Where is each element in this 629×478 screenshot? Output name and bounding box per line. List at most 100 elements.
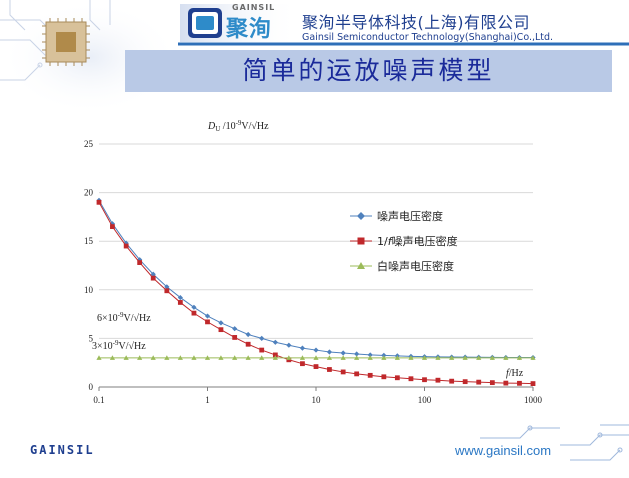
x-tick-label-10: 10: [312, 395, 322, 405]
series-2-point-23: [408, 355, 414, 360]
x-tick-label-1: 1: [205, 395, 210, 405]
y-tick-label-5: 5: [89, 333, 94, 343]
series-2: [96, 355, 536, 360]
x-tick-label-0.1: 0.1: [93, 395, 104, 405]
series-1-point-23: [408, 376, 414, 382]
series-2-point-9: [218, 355, 224, 360]
series-0-point-8: [204, 313, 211, 319]
legend-item-total: 噪声电压密度: [350, 209, 443, 223]
series-1-point-32: [530, 381, 536, 386]
y-tick-label-25: 25: [84, 139, 94, 149]
y-axis-label: DU /10-9V/√Hz: [207, 119, 269, 133]
series-2-point-21: [381, 355, 387, 360]
annotation-6nv-pre: 6×10: [97, 313, 118, 324]
series-1-point-22: [394, 375, 400, 381]
x-axis-label-italic: f: [506, 368, 510, 379]
series-0-point-11: [245, 331, 251, 338]
annotation-3nv: 3×10-9V/√Hz: [92, 339, 146, 352]
legend-item-flicker: 1/f噪声电压密度: [350, 234, 458, 248]
series-1-point-9: [218, 327, 224, 333]
series-2-point-3: [137, 355, 143, 360]
series-1-point-29: [489, 380, 495, 386]
series-2-point-22: [394, 355, 400, 360]
series-2-point-32: [530, 355, 536, 360]
series-1-point-31: [517, 380, 522, 386]
series-1-point-13: [272, 352, 278, 358]
series-0-point-3: [137, 257, 143, 263]
y-tick-label-20: 20: [84, 188, 94, 198]
series-2-point-13: [272, 355, 278, 360]
series-2-point-30: [503, 355, 509, 360]
series-1-point-6: [177, 300, 183, 305]
chart-axes: [98, 386, 534, 391]
series-0-point-6: [177, 294, 183, 301]
series-1-point-7: [191, 310, 197, 316]
series-0-point-7: [191, 304, 197, 310]
series-1-point-3: [137, 260, 143, 265]
series-2-point-29: [489, 355, 495, 360]
footer-circuit-decoration: [480, 424, 629, 461]
series-2-point-24: [421, 355, 428, 360]
series-0-point-15: [299, 345, 306, 351]
series-1-point-28: [476, 379, 482, 385]
series-1-point-12: [259, 347, 265, 353]
series-0-point-10: [232, 326, 238, 332]
series-2-point-1: [109, 355, 116, 360]
logo-text-en: GAINSIL: [232, 3, 276, 12]
legend-label-flicker: 1/f噪声电压密度: [377, 234, 458, 248]
series-1-point-2: [123, 243, 129, 249]
y-tick-label-10: 10: [84, 285, 94, 295]
series-1-point-19: [354, 371, 360, 377]
series-line-0: [98, 200, 533, 359]
x-axis-label: f/Hz: [506, 368, 524, 379]
footer-url[interactable]: www.gainsil.com: [455, 443, 552, 458]
annotation-6nv: 6×10-9V/√Hz: [97, 311, 151, 324]
y-tick-label-0: 0: [89, 382, 94, 392]
annotation-3nv-pre: 3×10: [92, 341, 113, 352]
series-1-point-8: [205, 319, 210, 325]
logo-text-cn: 聚洵: [226, 17, 273, 42]
series-1-point-27: [462, 379, 468, 385]
series-1-point-24: [422, 377, 427, 383]
y-axis-label-rest: /10: [220, 121, 235, 132]
series-2-point-19: [354, 355, 360, 360]
x-axis-label-rest: /Hz: [509, 368, 524, 379]
series-2-point-5: [164, 355, 170, 360]
footer-logo: GAINSIL: [30, 443, 95, 457]
series-2-point-20: [367, 355, 373, 360]
series-0-point-18: [340, 350, 346, 356]
series-1-point-4: [150, 275, 156, 281]
chart-ticks: 0 5 10 15 20 25 0.1 1 10 100 1000: [84, 139, 543, 405]
series-1: [96, 199, 536, 386]
title-bar: [125, 50, 612, 92]
series-2-point-7: [191, 355, 197, 360]
series-2-point-27: [462, 355, 468, 360]
series-1-point-18: [340, 369, 346, 375]
chart-grid: [99, 143, 533, 339]
series-0-point-20: [367, 352, 373, 358]
series-2-point-16: [313, 355, 319, 360]
legend-label-flicker-italic: f: [388, 235, 394, 248]
series-2-point-31: [516, 355, 523, 360]
company-name-en: Gainsil Semiconductor Technology(Shangha…: [302, 32, 554, 43]
series-0-point-5: [164, 284, 170, 290]
series-1-point-16: [313, 364, 319, 369]
series-2-point-18: [340, 355, 346, 360]
x-tick-label-1000: 1000: [524, 395, 543, 405]
annotation-6nv-sup: -9: [118, 311, 124, 319]
series-1-point-15: [300, 361, 305, 367]
series-2-point-6: [177, 355, 183, 360]
company-name-cn: 聚洵半导体科技(上海)有限公司: [302, 13, 530, 32]
series-0-point-13: [272, 339, 278, 345]
chart-legend: 噪声电压密度 1/f噪声电压密度 白噪声电压密度: [350, 209, 458, 273]
series-2-point-28: [476, 355, 482, 360]
legend-label-flicker-rest: 噪声电压密度: [392, 234, 458, 248]
legend-label-flicker-prefix: 1/: [377, 235, 388, 248]
series-0-point-17: [326, 349, 333, 355]
series-0-point-12: [259, 335, 265, 341]
series-1-point-21: [381, 374, 387, 380]
series-0: [96, 197, 536, 361]
legend-label-white: 白噪声电压密度: [377, 259, 454, 273]
